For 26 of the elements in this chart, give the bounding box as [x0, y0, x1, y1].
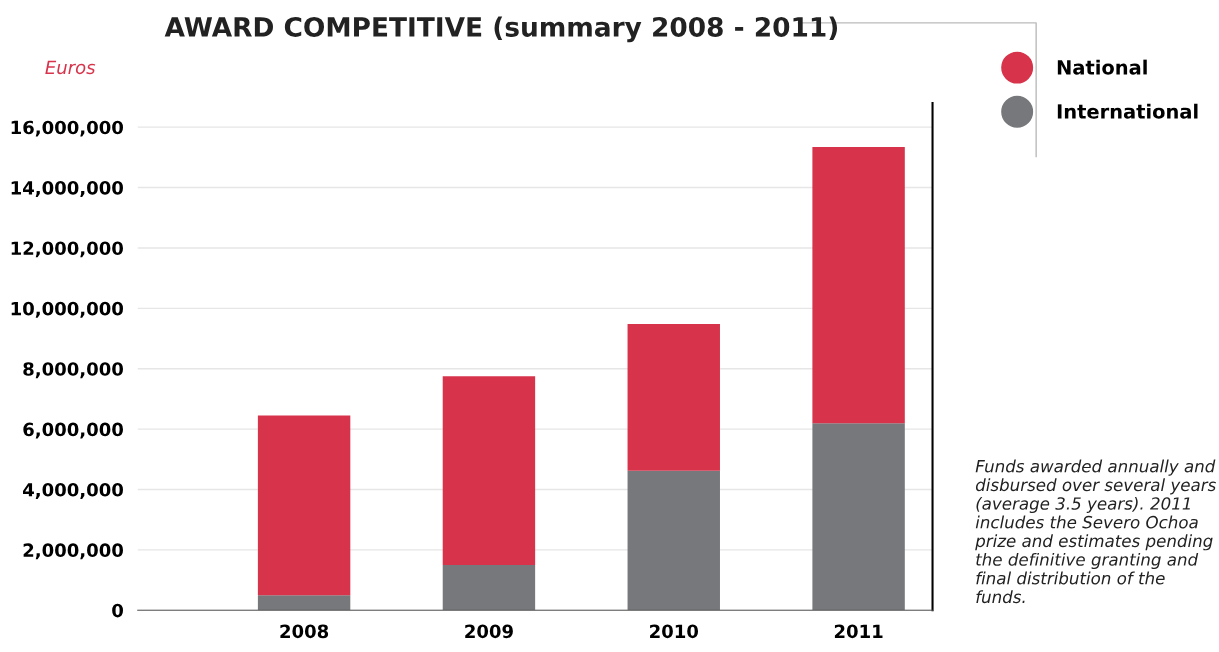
x-tick-label: 2008	[280, 624, 329, 639]
x-tick-label: 2009	[465, 624, 513, 639]
bar	[257, 415, 351, 596]
bar	[442, 564, 536, 611]
x-tick-label: 2011	[834, 624, 883, 639]
y-tick-label: 14,000,000	[11, 181, 123, 197]
bar	[812, 147, 905, 424]
x-tick-label: 2010	[650, 624, 699, 639]
legend-label: National	[1057, 59, 1147, 75]
bar	[257, 595, 351, 611]
y-tick-label: 8,000,000	[23, 362, 123, 379]
y-tick-label: 2,000,000	[23, 543, 123, 560]
y-tick-label: 12,000,000	[11, 241, 123, 258]
legend-label: International	[1057, 103, 1198, 119]
bar	[442, 376, 536, 565]
chart-title: AWARD COMPETITIVE (summary 2008 - 2011)	[164, 16, 838, 43]
bar	[812, 423, 905, 611]
y-tick-label: 0	[112, 603, 123, 618]
y-tick-label: 4,000,000	[23, 482, 123, 499]
y-axis-title: Euros	[45, 60, 96, 75]
text: Funds awarded annually and disbursed over several years (average 3.5 years). 2011 includes the Severo Ochoa prize and estimates pending the definitive granting and final distribution of the funds.	[975, 459, 1216, 604]
y-tick-label: 16,000,000	[11, 120, 123, 137]
y-tick-label: 6,000,000	[23, 422, 123, 439]
bar	[627, 470, 720, 611]
bar	[627, 324, 720, 471]
y-tick-label: 10,000,000	[11, 301, 123, 318]
